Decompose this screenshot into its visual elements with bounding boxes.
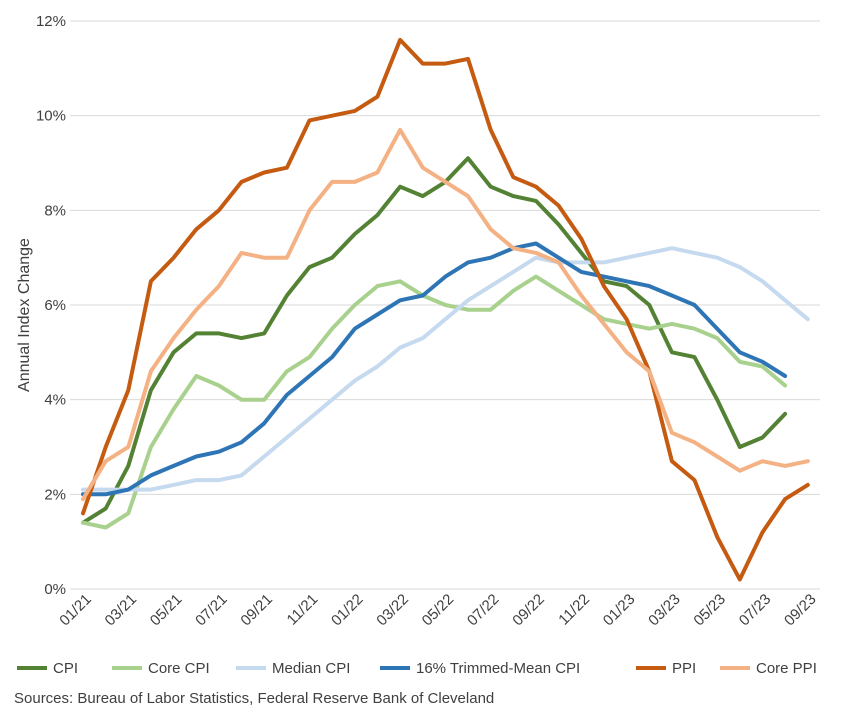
x-tick-label: 03/21 — [102, 591, 141, 630]
gridlines — [70, 20, 820, 590]
legend: CPI Core CPI Median CPI 16% Trimmed-Mean CP… — [17, 660, 817, 677]
x-tick-label: 07/23 — [736, 591, 775, 630]
legend-item-core-ppi: Core PPI — [720, 660, 817, 677]
y-tick-label: 0% — [44, 581, 66, 598]
x-tick-label: 09/23 — [781, 591, 820, 630]
x-tick-label: 03/22 — [373, 591, 412, 630]
x-tick-label: 09/22 — [509, 591, 548, 630]
x-tick-label: 07/21 — [192, 591, 231, 630]
x-tick-label: 01/22 — [328, 591, 367, 630]
x-tick-label: 01/23 — [600, 591, 639, 630]
source-note: Sources: Bureau of Labor Statistics, Fed… — [14, 690, 495, 707]
series-line-ppi — [81, 37, 810, 582]
y-axis-label: Annual Index Change — [16, 238, 33, 392]
x-tick-label: 11/21 — [284, 591, 322, 629]
x-tick-label: 05/23 — [690, 591, 729, 630]
legend-item-core-cpi: Core CPI — [112, 660, 210, 677]
y-tick-label: 8% — [44, 202, 66, 219]
y-tick-label: 12% — [36, 13, 66, 30]
y-tick-label: 4% — [44, 392, 66, 409]
series-line-median-cpi — [81, 246, 810, 492]
legend-label: PPI — [672, 660, 696, 677]
series-line-core-cpi — [81, 274, 788, 530]
y-tick-label: 10% — [36, 108, 66, 125]
y-tick-label: 6% — [44, 297, 66, 314]
series-line-cpi — [81, 156, 788, 525]
legend-label: Core PPI — [756, 660, 817, 677]
x-tick-label: 05/22 — [419, 591, 458, 630]
series-line-16-trimmed-mean-cpi — [81, 241, 788, 497]
legend-label: CPI — [53, 660, 78, 677]
legend-item-ppi: PPI — [636, 660, 696, 677]
y-tick-label: 2% — [44, 486, 66, 503]
x-tick-label: 05/21 — [147, 591, 186, 630]
y-axis-ticks: 0% 2% 4% 6% 8% 10% 12% — [36, 13, 66, 598]
legend-item-median-cpi: Median CPI — [236, 660, 350, 677]
legend-label: Median CPI — [272, 660, 350, 677]
x-tick-label: 07/22 — [464, 591, 503, 630]
legend-label: Core CPI — [148, 660, 210, 677]
legend-label: 16% Trimmed-Mean CPI — [416, 660, 580, 677]
x-tick-label: 09/21 — [237, 591, 276, 630]
legend-item-16-trimmed-mean-cpi: 16% Trimmed-Mean CPI — [380, 660, 580, 677]
x-axis-ticks: 01/21 03/21 05/21 07/21 09/21 11/21 01/22 03/22… — [56, 591, 819, 630]
legend-item-cpi: CPI — [17, 660, 78, 677]
x-tick-label: 03/23 — [645, 591, 684, 630]
series-line-core-ppi — [81, 127, 810, 502]
series-lines — [81, 37, 810, 582]
x-tick-label: 11/22 — [555, 591, 593, 629]
